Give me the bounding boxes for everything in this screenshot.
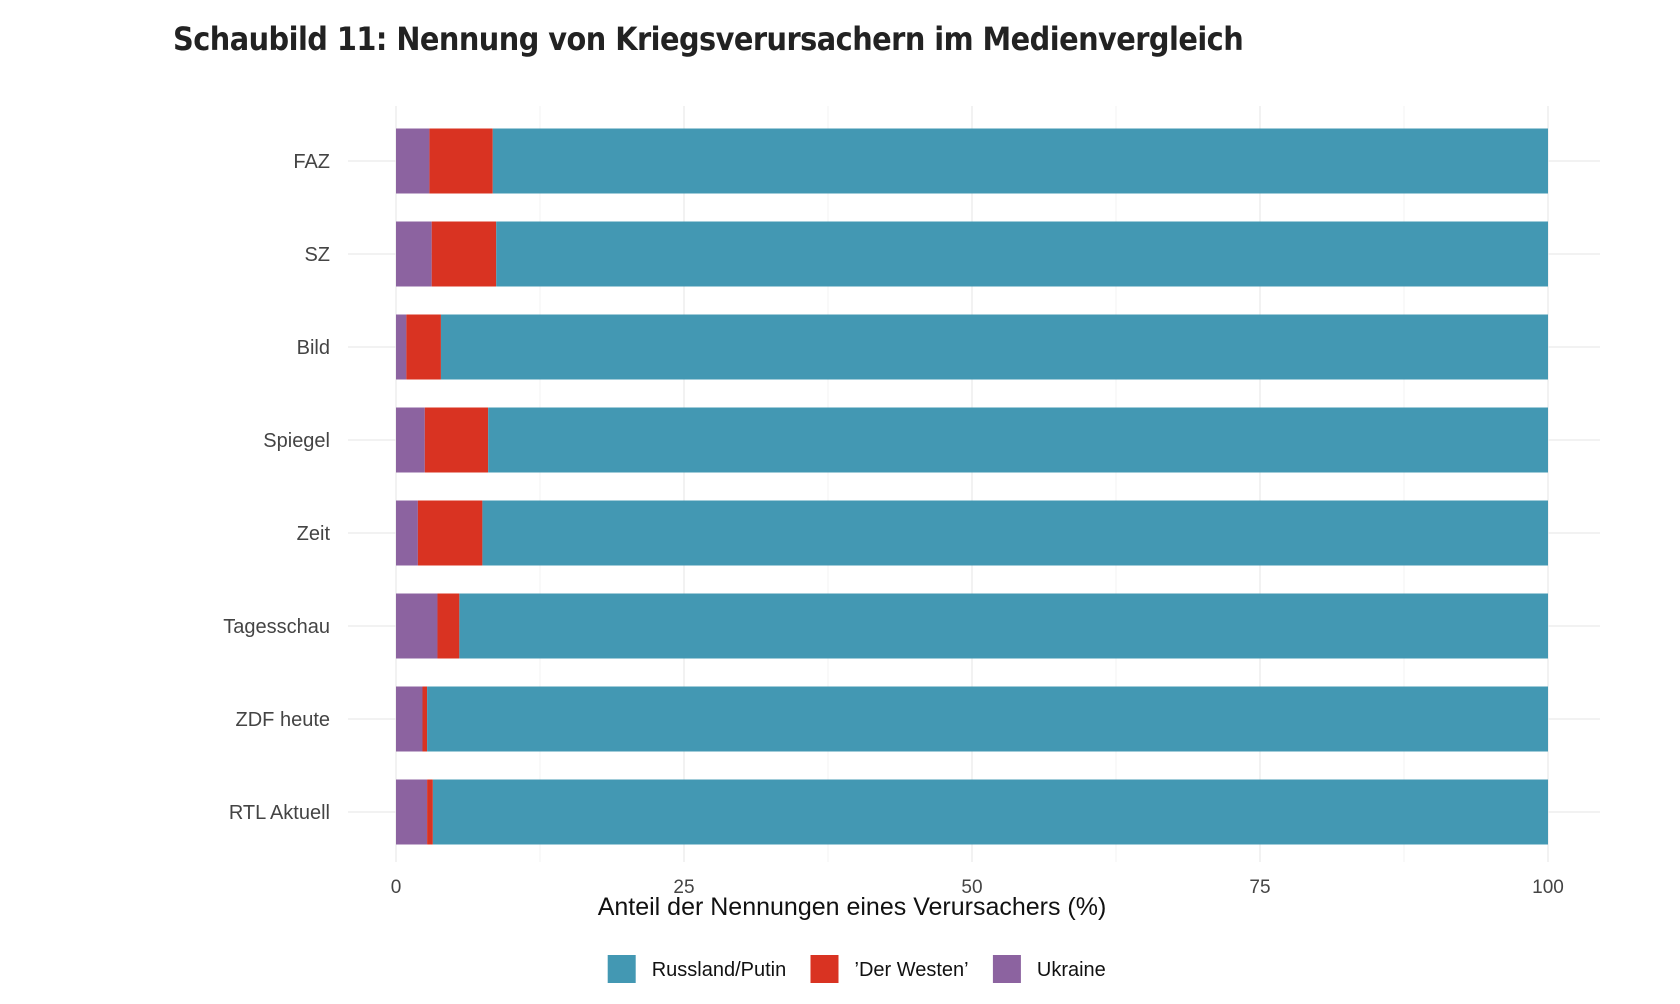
category-label: Spiegel	[263, 430, 330, 452]
x-tick-label: 50	[961, 877, 982, 898]
bar-segment-russland-putin	[496, 221, 1548, 287]
legend-item: Ukraine	[992, 955, 1106, 983]
category-label: ZDF heute	[236, 709, 330, 731]
category-label: FAZ	[293, 151, 330, 173]
x-tick-label: 0	[391, 877, 402, 898]
bar-segment-ukraine	[396, 128, 430, 194]
category-label: Tagesschau	[223, 616, 330, 638]
bar-segment-ukraine	[396, 500, 418, 566]
legend-item: ’Der Westen’	[810, 955, 969, 983]
bar-segment-ukraine	[396, 686, 423, 752]
legend-swatch	[607, 955, 636, 983]
bar-segment-ukraine	[396, 779, 428, 845]
bars	[396, 128, 1549, 845]
bar-segment-der-westen	[417, 500, 483, 566]
bar-segment-russland-putin	[492, 128, 1548, 194]
bar-segment-russland-putin	[440, 314, 1549, 380]
x-axis-ticks: 0 25 50 75 100	[391, 877, 1564, 898]
bar-segment-ukraine	[396, 314, 407, 380]
legend: Russland/Putin ’Der Westen’ Ukraine	[607, 955, 1106, 983]
bar-segment-der-westen	[431, 221, 497, 287]
bar-segment-russland-putin	[488, 407, 1548, 473]
category-label: SZ	[304, 244, 330, 266]
bar-segment-ukraine	[396, 221, 432, 287]
category-labels: FAZ SZ Bild Spiegel Zeit Tagesschau ZDF heute R…	[223, 151, 330, 824]
legend-swatch	[992, 955, 1021, 983]
bar-segment-russland-putin	[459, 593, 1548, 659]
bar-segment-der-westen	[429, 128, 493, 194]
bar-segment-russland-putin	[427, 686, 1548, 752]
bar-segment-ukraine	[396, 593, 438, 659]
bar-segment-ukraine	[396, 407, 425, 473]
x-tick-label: 100	[1532, 877, 1564, 898]
legend-label: Ukraine	[1037, 959, 1106, 981]
category-label: Zeit	[297, 523, 331, 545]
legend-label: ’Der Westen’	[855, 959, 969, 981]
bar-segment-der-westen	[424, 407, 489, 473]
legend-item: Russland/Putin	[607, 955, 787, 983]
chart-title: Schaubild 11: Nennung von Kriegsverursac…	[173, 20, 1244, 58]
x-tick-label: 75	[1249, 877, 1270, 898]
bar-segment-russland-putin	[482, 500, 1548, 566]
category-label: RTL Aktuell	[229, 802, 330, 824]
bar-segment-der-westen	[427, 779, 433, 845]
x-axis-title: Anteil der Nennungen eines Verursachers …	[598, 893, 1107, 921]
legend-swatch	[810, 955, 839, 983]
x-tick-label: 25	[673, 877, 694, 898]
legend-label: Russland/Putin	[652, 959, 787, 981]
bar-segment-der-westen	[406, 314, 441, 380]
bar-segment-russland-putin	[432, 779, 1548, 845]
bar-segment-der-westen	[437, 593, 460, 659]
category-label: Bild	[297, 337, 330, 359]
bar-segment-der-westen	[422, 686, 428, 752]
